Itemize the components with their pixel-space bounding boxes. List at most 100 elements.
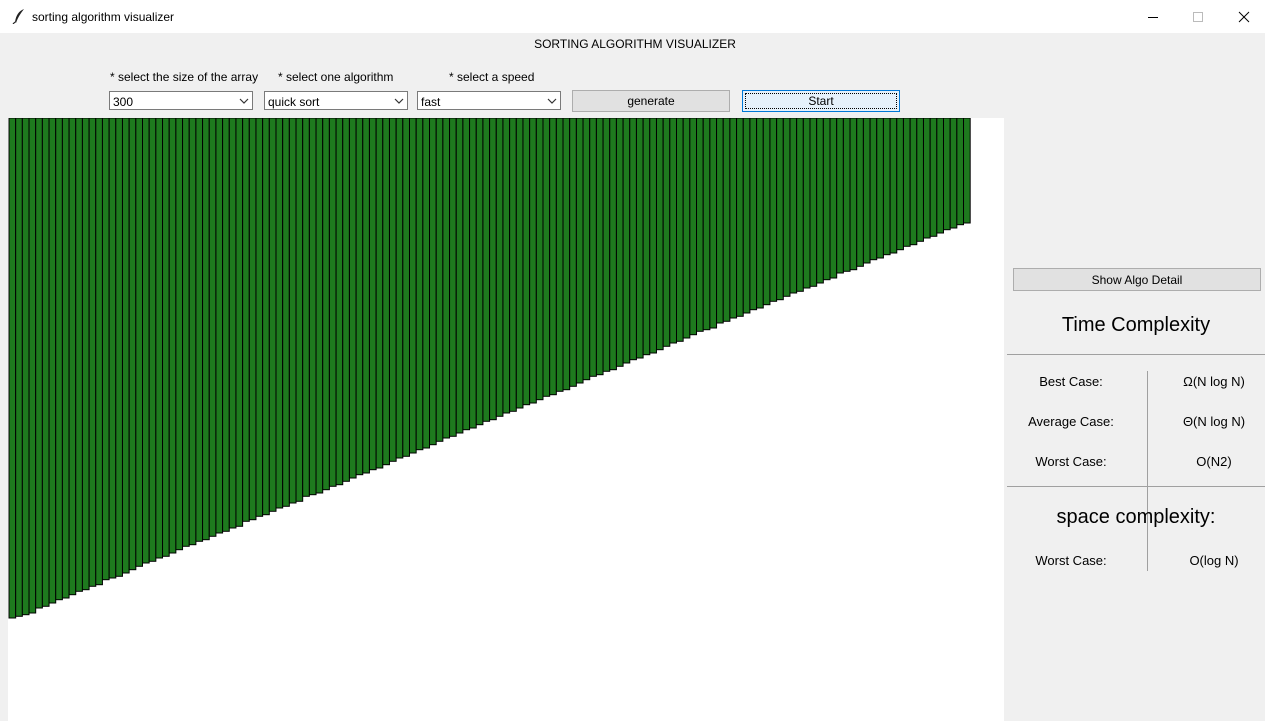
array-bar (215, 118, 224, 534)
array-bar (936, 118, 944, 234)
array-bar (195, 118, 204, 542)
show-algo-detail-button[interactable]: Show Algo Detail (1013, 268, 1261, 291)
generate-button[interactable]: generate (572, 90, 730, 112)
array-bar (689, 118, 698, 336)
array-bar (395, 118, 404, 459)
close-button[interactable] (1221, 0, 1265, 33)
array-bar (702, 118, 711, 331)
array-bar (295, 118, 304, 502)
size-select[interactable]: 300 (109, 91, 253, 110)
array-bar (609, 118, 617, 371)
array-bar (856, 118, 864, 267)
array-bar (836, 118, 844, 274)
chevron-down-icon (547, 98, 557, 104)
array-bar (862, 118, 871, 264)
algo-detail-panel (1005, 118, 1265, 721)
array-bar (248, 118, 257, 521)
array-bar (909, 118, 918, 246)
array-bar (729, 118, 738, 319)
best-case-value: Ω(N log N) (1183, 374, 1245, 389)
array-bar (555, 118, 564, 392)
array-bar (622, 118, 631, 364)
size-select-value: 300 (113, 95, 134, 109)
array-bar (335, 118, 344, 486)
speed-label: * select a speed (449, 70, 535, 84)
speed-select[interactable]: fast (417, 91, 561, 110)
array-bar (849, 118, 858, 271)
array-bar (188, 118, 197, 546)
array-bar (949, 118, 958, 229)
algorithm-select-value: quick sort (268, 95, 320, 109)
array-bar (41, 118, 50, 607)
array-bar (943, 118, 951, 231)
array-bar (315, 118, 324, 494)
chevron-down-icon (394, 98, 404, 104)
array-bar (168, 118, 177, 554)
array-bar (722, 118, 731, 322)
array-bar (676, 118, 684, 342)
array-bar (515, 118, 524, 409)
array-bar (175, 118, 184, 551)
array-bar (629, 118, 637, 361)
array-bar (902, 118, 911, 247)
array-bar (929, 118, 938, 237)
array-bar (128, 118, 137, 571)
array-bar (95, 118, 103, 586)
visualizer-canvas (8, 118, 1004, 721)
start-button[interactable]: Start (742, 90, 900, 112)
close-icon (1238, 11, 1250, 22)
array-bar (308, 118, 317, 496)
array-bar (635, 118, 644, 359)
array-bar (375, 118, 384, 469)
array-bar (602, 118, 611, 372)
array-bar (889, 118, 898, 254)
array-bar (482, 118, 491, 422)
title-bar: sorting algorithm visualizer (0, 0, 1265, 34)
array-bar (262, 118, 270, 516)
array-bar (802, 118, 811, 289)
algorithm-select[interactable]: quick sort (264, 91, 408, 110)
array-bar (816, 118, 824, 284)
divider (1007, 354, 1265, 355)
array-bar (242, 118, 250, 522)
array-bar (121, 118, 130, 574)
array-bar (288, 118, 297, 504)
array-bar (162, 118, 170, 557)
array-bar (21, 118, 30, 616)
array-bar (75, 118, 83, 592)
array-bar (228, 118, 237, 529)
best-case-label: Best Case: (1039, 374, 1103, 389)
array-bar (302, 118, 310, 497)
array-bar (963, 118, 971, 224)
array-bar (589, 118, 597, 377)
array-bar (742, 118, 751, 314)
array-bar (275, 118, 284, 509)
chevron-down-icon (239, 98, 249, 104)
array-bar (155, 118, 164, 559)
array-bar (135, 118, 144, 567)
average-case-value: Θ(N log N) (1182, 414, 1246, 429)
minimize-button[interactable] (1130, 0, 1176, 33)
space-worst-case-label: Worst Case: (1035, 553, 1107, 568)
array-bar (749, 118, 758, 311)
size-label: * select the size of the array (110, 70, 259, 84)
column-divider (1147, 371, 1148, 571)
array-bar (542, 118, 551, 397)
array-bar (642, 118, 651, 356)
array-bar (649, 118, 657, 354)
array-bar (388, 118, 397, 462)
array-bar (916, 118, 924, 242)
array-bar (549, 118, 557, 396)
array-bar (882, 118, 891, 256)
array-bar (756, 118, 764, 309)
array-bar (222, 118, 230, 532)
array-bar (575, 118, 584, 384)
array-bar (208, 118, 217, 537)
array-bar (669, 118, 677, 344)
speed-select-value: fast (421, 95, 441, 109)
array-bar (282, 118, 290, 507)
array-bar (108, 118, 117, 579)
array-bar (615, 118, 624, 367)
array-bar (235, 118, 244, 527)
maximize-button[interactable] (1175, 0, 1221, 33)
